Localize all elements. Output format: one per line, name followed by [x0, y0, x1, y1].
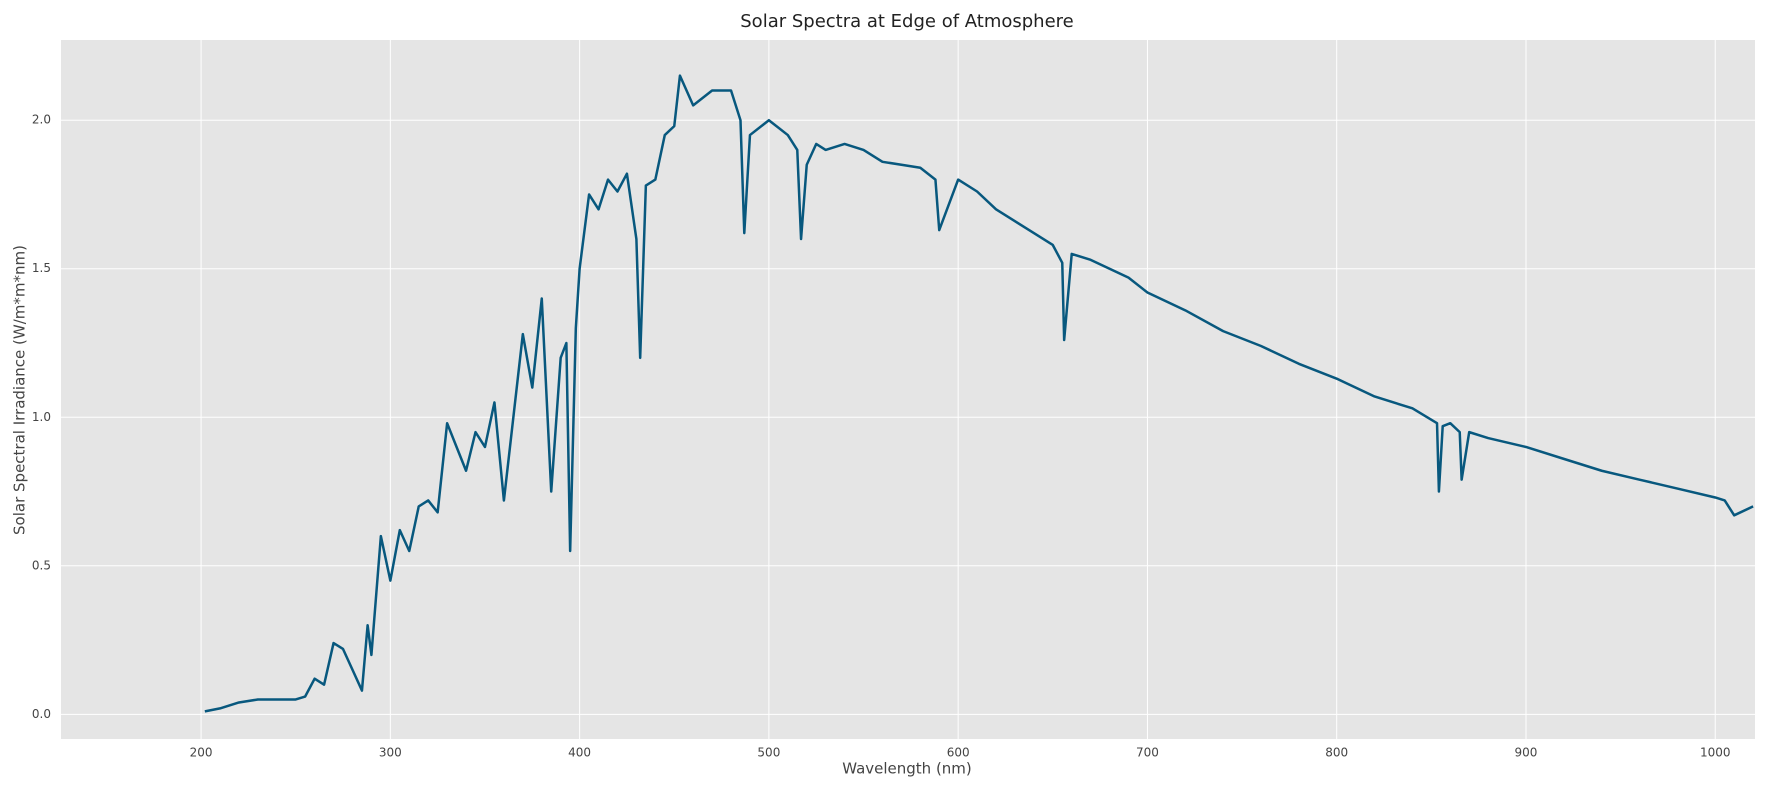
y-tick-label: 2.0 — [32, 113, 51, 127]
plot-area — [61, 40, 1755, 739]
y-tick-label: 1.0 — [32, 410, 51, 424]
y-tick-label: 0.0 — [32, 707, 51, 721]
x-tick-label: 800 — [1325, 746, 1348, 760]
x-tick-label: 400 — [568, 746, 591, 760]
x-tick-label: 200 — [190, 746, 213, 760]
x-tick-label: 900 — [1515, 746, 1538, 760]
x-axis-label: Wavelength (nm) — [842, 760, 972, 778]
y-tick-label: 0.5 — [32, 558, 51, 572]
data-line — [204, 74, 1754, 713]
x-tick-label: 300 — [379, 746, 402, 760]
y-tick-label: 1.5 — [32, 261, 51, 275]
x-tick-label: 600 — [947, 746, 970, 760]
x-tick-label: 500 — [757, 746, 780, 760]
chart-title: Solar Spectra at Edge of Atmosphere — [740, 11, 1074, 32]
y-axis-label: Solar Spectral Irradiance (W/m*m*nm) — [11, 245, 29, 535]
x-tick-label: 700 — [1136, 746, 1159, 760]
x-tick-label: 1000 — [1700, 746, 1731, 760]
